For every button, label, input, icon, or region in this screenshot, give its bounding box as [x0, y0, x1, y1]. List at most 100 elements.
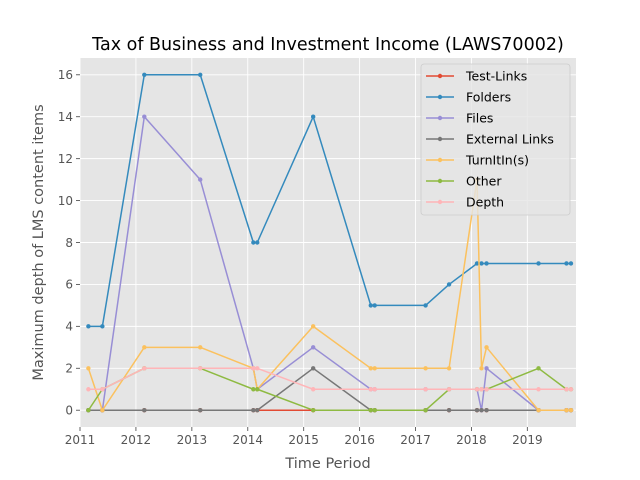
data-point-external-links: [479, 408, 484, 413]
data-point-other: [423, 408, 428, 413]
y-tick-label: 14: [58, 110, 73, 124]
data-point-depth: [564, 387, 569, 392]
data-point-external-links: [198, 408, 203, 413]
x-tick-label: 2014: [232, 433, 263, 447]
data-point-folders: [446, 282, 452, 287]
data-point-depth: [484, 387, 489, 392]
data-point-turnitin-s: [446, 366, 452, 371]
data-point-files: [310, 345, 316, 350]
data-point-turnitin-s: [564, 408, 569, 413]
data-point-folders: [474, 261, 480, 266]
data-point-depth: [198, 366, 203, 371]
legend-swatch-marker: [437, 136, 443, 142]
series-layer: [86, 72, 574, 413]
data-point-folders: [368, 303, 373, 308]
legend-swatch-marker: [437, 157, 443, 163]
legend-item-folders: Folders: [426, 90, 511, 105]
data-point-turnitin-s: [142, 345, 147, 350]
data-point-folders: [142, 72, 147, 77]
data-point-depth: [86, 387, 91, 392]
y-axis-label: Maximum depth of LMS content items: [31, 104, 47, 380]
data-point-files: [484, 366, 489, 371]
legend-swatch-marker: [437, 199, 443, 205]
y-axis: 0 2 4 6 8 10 12 14 16: [58, 68, 80, 418]
legend-label: External Links: [466, 132, 554, 147]
data-point-turnitin-s: [479, 366, 484, 371]
x-tick-label: 2018: [456, 433, 487, 447]
legend-label: Folders: [466, 90, 511, 105]
legend-swatch-marker: [437, 73, 443, 79]
data-point-turnitin-s: [100, 408, 105, 413]
legend-item-files: Files: [426, 111, 493, 126]
legend-label: Depth: [466, 195, 504, 210]
data-point-depth: [142, 366, 147, 371]
legend-item-turnitin-s: TurnItIn(s): [426, 153, 529, 168]
data-point-depth: [479, 387, 484, 392]
data-point-folders: [310, 114, 316, 119]
data-point-folders: [564, 261, 569, 266]
data-point-turnitin-s: [198, 345, 203, 350]
data-point-depth: [100, 387, 105, 392]
data-point-external-links: [255, 408, 260, 413]
x-axis-label: Time Period: [284, 456, 370, 472]
data-point-turnitin-s: [86, 366, 91, 371]
data-point-turnitin-s: [484, 345, 489, 350]
data-point-other: [310, 408, 316, 413]
data-point-turnitin-s: [368, 366, 373, 371]
data-point-external-links: [251, 408, 256, 413]
data-point-depth: [310, 387, 316, 392]
legend: Test-Links Folders Files External Links Turn…: [420, 63, 571, 216]
x-tick-label: 2016: [344, 433, 375, 447]
data-point-folders: [423, 303, 428, 308]
data-point-other: [536, 366, 541, 371]
legend-label: Other: [466, 174, 502, 189]
data-point-other: [86, 408, 91, 413]
series-depth: [86, 366, 574, 392]
data-point-turnitin-s: [310, 324, 316, 329]
y-tick-label: 0: [65, 404, 73, 418]
data-point-folders: [372, 303, 377, 308]
data-point-external-links: [446, 408, 452, 413]
data-point-folders: [479, 261, 484, 266]
legend-swatch-marker: [437, 115, 443, 121]
x-tick-label: 2012: [121, 433, 152, 447]
legend-swatch-marker: [437, 178, 443, 184]
data-point-external-links: [310, 366, 316, 371]
x-tick-label: 2017: [400, 433, 431, 447]
data-point-folders: [86, 324, 91, 329]
data-point-turnitin-s: [372, 366, 377, 371]
data-point-folders: [568, 261, 574, 266]
data-point-folders: [198, 72, 203, 77]
legend-item-depth: Depth: [426, 195, 504, 210]
y-tick-label: 8: [65, 236, 73, 250]
chart-title: Tax of Business and Investment Income (L…: [91, 35, 564, 55]
data-point-turnitin-s: [536, 408, 541, 413]
data-point-depth: [423, 387, 428, 392]
data-point-folders: [484, 261, 489, 266]
data-point-depth: [446, 387, 452, 392]
legend-box: [420, 63, 571, 216]
data-point-external-links: [474, 408, 480, 413]
data-point-depth: [368, 387, 373, 392]
data-point-external-links: [484, 408, 489, 413]
y-tick-label: 6: [65, 278, 73, 292]
data-point-files: [142, 114, 147, 119]
data-point-depth: [251, 366, 256, 371]
x-tick-label: 2019: [512, 433, 543, 447]
series-folders: [86, 72, 574, 329]
y-tick-label: 2: [65, 362, 73, 376]
data-point-depth: [474, 387, 480, 392]
data-point-other: [255, 387, 260, 392]
legend-label: Test-Links: [465, 69, 527, 84]
y-tick-label: 4: [65, 320, 73, 334]
data-point-other: [251, 387, 256, 392]
legend-item-test-links: Test-Links: [426, 69, 527, 84]
data-point-other: [368, 408, 373, 413]
x-tick-label: 2013: [177, 433, 208, 447]
data-point-folders: [536, 261, 541, 266]
data-point-folders: [100, 324, 105, 329]
legend-item-external-links: External Links: [426, 132, 554, 147]
legend-item-other: Other: [426, 174, 502, 189]
data-point-turnitin-s: [423, 366, 428, 371]
